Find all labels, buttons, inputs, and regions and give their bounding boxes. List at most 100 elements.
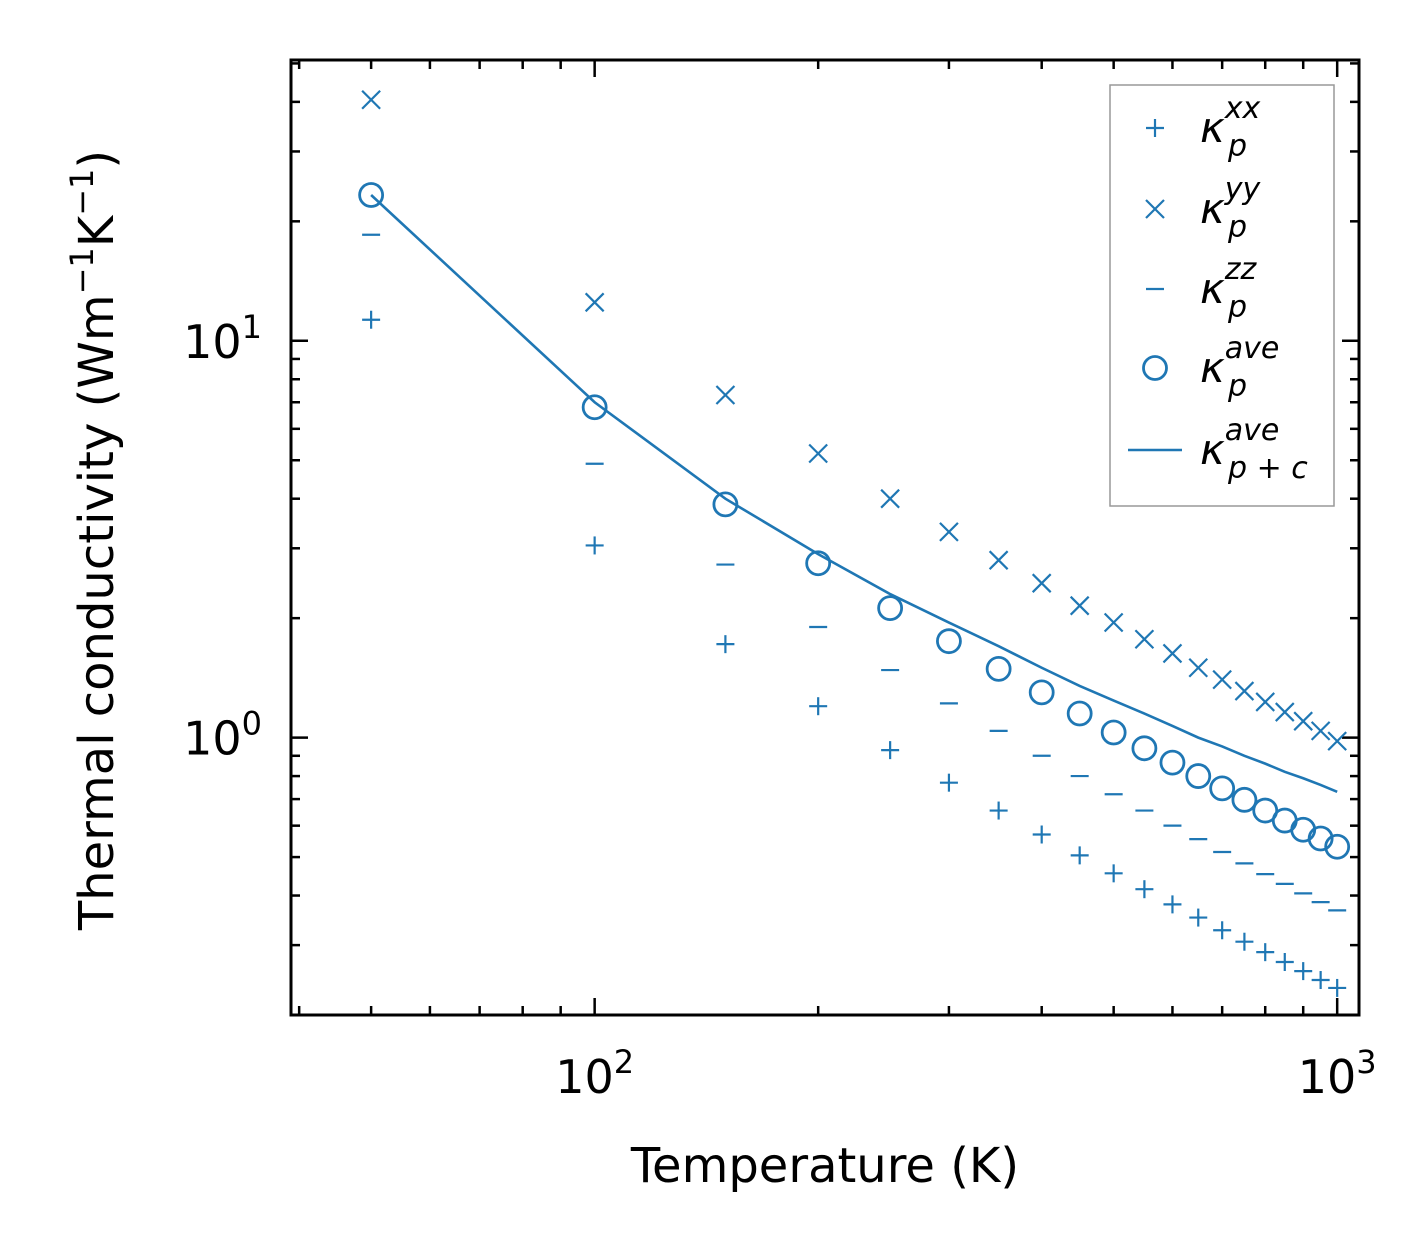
plot-frame <box>289 58 1361 1017</box>
x-tick-label: 102 <box>555 1043 634 1104</box>
data-point-kappa_p_ave <box>1185 763 1212 789</box>
data-point-kappa_p_ave <box>1324 833 1351 860</box>
x-tick-label-exp: 3 <box>1356 1043 1376 1081</box>
data-point-kappa_p_xx <box>585 536 604 555</box>
x-tick-label-base: 10 <box>555 1050 614 1104</box>
y-tick-label-base: 10 <box>183 315 242 369</box>
data-point-kappa_p_ave <box>1066 700 1093 727</box>
legend-label-main: κ <box>1200 184 1225 233</box>
data-point-kappa_p_ave <box>1131 735 1158 762</box>
legend-label-sub: p <box>1227 129 1247 164</box>
data-point-kappa_p_xx <box>1104 864 1123 883</box>
legend-entry-kappa_p_zz: κzz p <box>1146 252 1258 325</box>
data-point-kappa_p_ave <box>358 182 385 208</box>
y-tick-label-base: 10 <box>183 712 242 766</box>
legend-label-main: κ <box>1200 425 1225 474</box>
legend-entry-kappa_p_plus_c_ave: κave p + c <box>1128 413 1308 486</box>
data-point-kappa_p_xx <box>1032 825 1051 844</box>
data-point-kappa_p_yy-b <box>361 89 381 110</box>
y-axis-title-prefix: Thermal conductivity (Wm <box>69 294 125 931</box>
data-point-kappa_p_ave <box>1159 749 1186 776</box>
data-point-kappa_p_xx <box>809 697 828 716</box>
data-point-kappa_p_yy-b <box>1069 595 1090 616</box>
series-kappa_p_zz <box>362 233 1347 912</box>
y-tick-label-exp: 0 <box>242 705 262 743</box>
data-point-kappa_p_yy-b <box>808 443 828 464</box>
data-point-kappa_p_xx <box>881 741 900 760</box>
data-point-kappa_p_xx <box>1213 921 1232 940</box>
data-point-kappa_p_yy-b <box>1031 573 1052 593</box>
x-axis-title: Temperature (K) <box>630 1138 1019 1194</box>
data-point-kappa_p_xx <box>1135 880 1154 899</box>
legend-label-kappa_p_xx: κxx p <box>1200 91 1261 164</box>
data-point-kappa_p_yy-b <box>880 488 900 509</box>
legend-label-kappa_p_plus_c_ave: κave p + c <box>1200 413 1308 486</box>
data-point-kappa_p_yy <box>1031 573 1052 593</box>
legend-swatch-kappa_p_yy-b <box>1145 199 1165 219</box>
data-point-kappa_p_xx <box>1070 846 1089 865</box>
data-point-kappa_p_xx <box>362 310 381 329</box>
data-point-kappa_p_yy <box>939 522 959 542</box>
y-tick-label-exp: 1 <box>242 308 262 346</box>
legend-swatch-kappa_p_ave <box>1142 355 1168 381</box>
data-point-kappa_p_xx <box>939 773 958 792</box>
data-point-kappa_p_yy <box>1134 629 1155 649</box>
data-point-kappa_p_ave <box>877 595 904 622</box>
series-kappa_p_ave <box>358 182 1351 860</box>
data-point-kappa_p_xx <box>1294 962 1313 981</box>
data-point-kappa_p_ave <box>936 628 962 655</box>
series-line-kappa_p_plus_c_ave <box>370 194 1338 794</box>
data-point-kappa_p_xx <box>1328 978 1347 997</box>
data-point-kappa_p_ave <box>985 655 1012 682</box>
legend-label-sup: yy <box>1224 172 1262 207</box>
data-point-kappa_p_xx <box>1189 908 1208 927</box>
data-point-kappa_p_ave <box>1100 719 1127 746</box>
data-point-kappa_p_yy <box>880 488 900 509</box>
data-point-kappa_p_yy <box>808 443 828 464</box>
legend-swatch-kappa_p_xx <box>1146 119 1164 137</box>
y-axis-title-exp2: −1 <box>63 169 101 216</box>
legend-frame <box>1109 84 1335 507</box>
data-point-kappa_p_xx <box>1163 895 1182 914</box>
data-point-kappa_p_ave <box>1231 786 1258 813</box>
y-axis-title: Thermal conductivity (Wm−1K−1) <box>63 150 125 931</box>
y-tick-label: 101 <box>183 308 262 369</box>
data-point-kappa_p_yy-b <box>1293 711 1313 731</box>
x-tick-label-base: 10 <box>1298 1050 1357 1104</box>
data-point-kappa_p_yy <box>1255 692 1276 712</box>
data-point-kappa_p_yy-b <box>1327 731 1347 751</box>
legend-label-main: κ <box>1200 343 1225 392</box>
data-point-kappa_p_yy-b <box>1310 721 1331 741</box>
series-kappa_p_plus_c_ave <box>370 194 1338 794</box>
data-point-kappa_p_yy-b <box>1234 681 1255 701</box>
data-point-kappa_p_yy-b <box>1103 612 1124 633</box>
data-point-kappa_p_yy <box>1293 711 1313 731</box>
data-point-kappa_p_xx <box>1256 943 1275 962</box>
data-point-kappa_p_yy <box>1162 643 1183 664</box>
legend-label-sup: zz <box>1224 252 1258 287</box>
data-point-kappa_p_ave <box>805 550 832 577</box>
data-point-kappa_p_yy-b <box>1162 643 1183 664</box>
data-point-kappa_p_xx <box>1275 953 1294 972</box>
data-point-kappa_p_xx <box>989 801 1008 820</box>
data-point-kappa_p_yy <box>1212 669 1232 690</box>
legend-label-sup: ave <box>1225 413 1280 448</box>
series-kappa_p_yy <box>361 89 1347 751</box>
plot-area <box>358 89 1351 997</box>
legend-label-sub: p <box>1227 369 1247 404</box>
data-point-kappa_p_ave <box>1209 775 1236 802</box>
data-point-kappa_p_yy <box>1103 612 1124 633</box>
data-point-kappa_p_yy-b <box>715 385 736 405</box>
data-point-kappa_p_yy-b <box>988 550 1009 570</box>
data-point-kappa_p_yy-b <box>939 522 959 542</box>
legend-entry-kappa_p_yy: κyy p <box>1145 172 1262 245</box>
legend-label-main: κ <box>1200 264 1225 313</box>
data-point-kappa_p_yy-b <box>584 292 605 313</box>
legend-label-sup: ave <box>1225 331 1280 366</box>
legend-label-sub: p <box>1227 290 1247 325</box>
legend-entry-kappa_p_ave: κave p <box>1142 331 1280 404</box>
data-point-kappa_p_yy <box>988 550 1009 570</box>
